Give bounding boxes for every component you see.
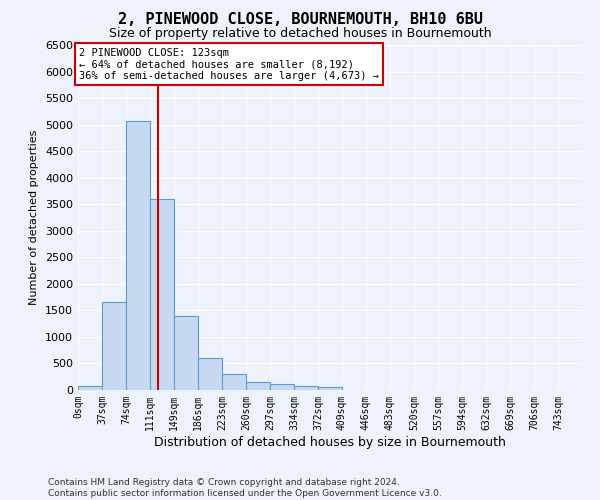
Bar — [78, 386, 102, 390]
Text: Size of property relative to detached houses in Bournemouth: Size of property relative to detached ho… — [109, 28, 491, 40]
Bar — [222, 374, 246, 390]
Text: 2 PINEWOOD CLOSE: 123sqm
← 64% of detached houses are smaller (8,192)
36% of sem: 2 PINEWOOD CLOSE: 123sqm ← 64% of detach… — [79, 48, 379, 81]
Bar — [102, 302, 126, 390]
Y-axis label: Number of detached properties: Number of detached properties — [29, 130, 40, 305]
Bar — [198, 358, 222, 390]
Bar — [318, 387, 342, 390]
Bar — [174, 316, 198, 390]
Bar — [246, 382, 270, 390]
X-axis label: Distribution of detached houses by size in Bournemouth: Distribution of detached houses by size … — [154, 436, 506, 448]
Bar — [294, 386, 318, 390]
Text: Contains HM Land Registry data © Crown copyright and database right 2024.
Contai: Contains HM Land Registry data © Crown c… — [48, 478, 442, 498]
Bar — [270, 384, 294, 390]
Bar — [150, 199, 174, 390]
Text: 2, PINEWOOD CLOSE, BOURNEMOUTH, BH10 6BU: 2, PINEWOOD CLOSE, BOURNEMOUTH, BH10 6BU — [118, 12, 482, 28]
Bar — [126, 121, 150, 390]
